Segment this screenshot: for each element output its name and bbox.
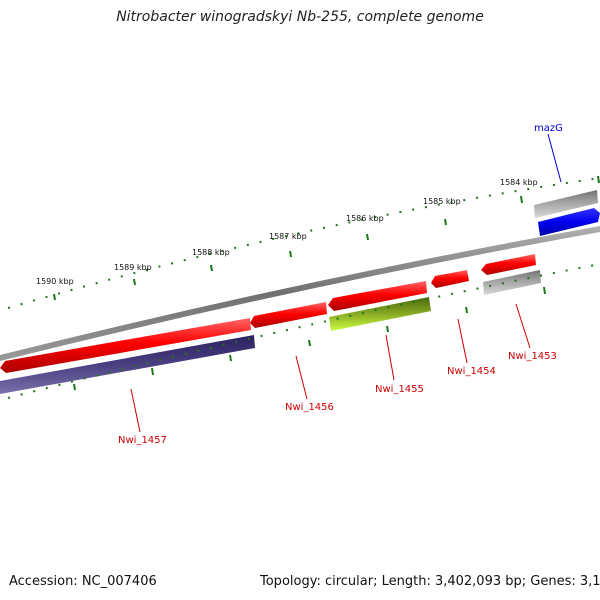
nwi-1456-leader-line	[295, 355, 308, 400]
inner-scale-ticks	[73, 286, 546, 391]
gene-label-mazg[interactable]: mazG	[534, 123, 563, 134]
scale-label-1586: 1586 kbp	[346, 214, 384, 223]
gene-label-nwi-1457[interactable]: Nwi_1457	[118, 435, 167, 446]
gene-nwi-1455-cds[interactable]	[328, 281, 427, 311]
nwi-1454-leader-line	[457, 318, 468, 364]
nwi-1457-leader-line	[130, 388, 141, 433]
gene-label-nwi-1455[interactable]: Nwi_1455	[375, 384, 424, 395]
mazg-leader-line	[547, 133, 562, 183]
outer-scale-ticks	[53, 175, 600, 301]
scale-label-1590: 1590 kbp	[36, 277, 74, 286]
scale-label-1587: 1587 kbp	[269, 232, 307, 241]
scale-label-1585: 1585 kbp	[423, 197, 461, 206]
genome-summary-text: Topology: circular; Length: 3,402,093 bp…	[260, 574, 600, 589]
nwi-1455-leader-line	[385, 334, 395, 381]
accession-text: Accession: NC_007406	[9, 574, 157, 589]
scale-label-1589: 1589 kbp	[114, 263, 152, 272]
gene-nwi-1455-feature[interactable]	[329, 297, 431, 331]
gene-label-nwi-1453[interactable]: Nwi_1453	[508, 351, 557, 362]
gene-nwi-1453-cds[interactable]	[481, 254, 536, 275]
nwi-1453-leader-line	[515, 303, 531, 349]
gene-label-nwi-1456[interactable]: Nwi_1456	[285, 402, 334, 413]
gene-nwi-1457-cds[interactable]	[0, 318, 251, 373]
gene-mazg-rna[interactable]	[538, 208, 600, 236]
gene-nwi-1457-feature[interactable]	[0, 335, 255, 394]
scale-label-1584: 1584 kbp	[500, 178, 538, 187]
gene-nwi-1456-cds[interactable]	[250, 302, 327, 328]
scale-label-1588: 1588 kbp	[192, 248, 230, 257]
gene-mazg-gray[interactable]	[534, 190, 598, 218]
gene-nwi-1453-feature[interactable]	[483, 270, 541, 295]
genome-title: Nitrobacter winogradskyi Nb-255, complet…	[116, 9, 484, 25]
gene-nwi-1454-cds[interactable]	[431, 270, 469, 288]
gene-label-nwi-1454[interactable]: Nwi_1454	[447, 366, 496, 377]
genome-backbone	[0, 226, 600, 361]
